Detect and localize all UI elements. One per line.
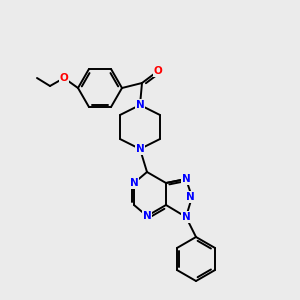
Text: N: N — [182, 174, 190, 184]
Text: N: N — [130, 178, 138, 188]
Text: O: O — [154, 66, 162, 76]
Text: N: N — [136, 144, 144, 154]
Text: N: N — [182, 212, 190, 222]
Text: N: N — [186, 192, 194, 202]
Text: O: O — [60, 73, 68, 83]
Text: N: N — [142, 211, 152, 221]
Text: N: N — [136, 100, 144, 110]
